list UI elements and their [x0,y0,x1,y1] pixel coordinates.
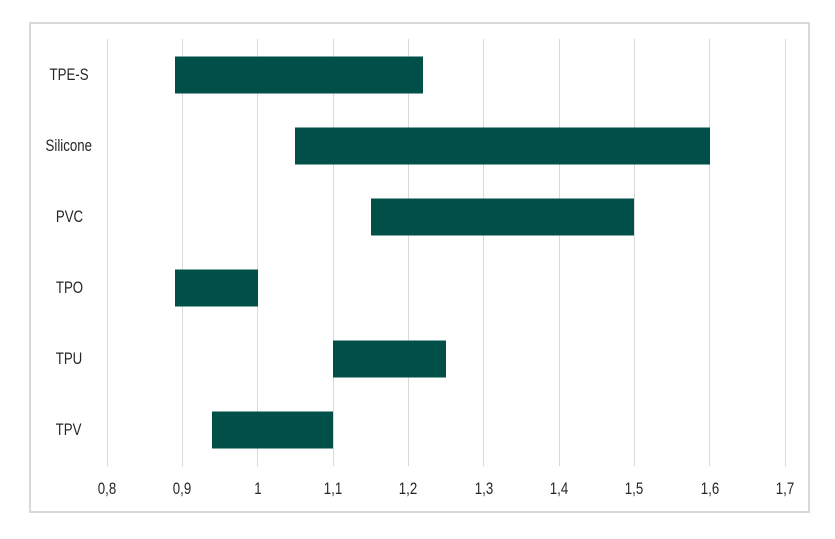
bar-pvc [370,198,635,236]
gridline-x-1-3 [483,39,485,466]
plot-area [106,39,786,466]
bar-tpe-s [174,56,424,94]
category-axis: TPE-S Silicone PVC TPO TPU TPV [31,39,107,466]
gridline-x-0-9 [181,39,183,466]
x-tick-label-1-3: 1,3 [474,479,493,498]
category-row-tpu: TPU [31,324,107,395]
category-label-tpu: TPU [55,349,83,369]
x-tick-label-0-8: 0,8 [97,479,117,498]
bar-silicone [295,127,710,165]
category-label-pvc: PVC [55,206,83,226]
bar-tpu [333,340,446,378]
x-tick-label-1-4: 1,4 [549,479,569,498]
category-label-tpe-s: TPE-S [49,64,89,84]
gridline-x-1-2 [407,39,409,466]
x-tick-label-1-7: 1,7 [775,479,795,498]
value-axis: 0,8 0,9 1 1,1 1,2 1,3 1,4 1,5 1,6 1,7 [98,477,794,501]
category-label-tpv: TPV [56,420,82,440]
category-row-silicone: Silicone [31,110,107,181]
x-tick-label-0-9: 0,9 [173,479,192,498]
gridline-x-1-7 [784,39,786,466]
gridline-x-1-4 [558,39,560,466]
category-row-tpo: TPO [31,253,107,324]
category-row-tpe-s: TPE-S [31,39,107,110]
chart-frame: TPE-S Silicone PVC TPO TPU TPV 0,8 0,9 1 1,1 1,2 1… [29,22,810,513]
x-tick-label-1-5: 1,5 [625,479,644,498]
x-tick-label-1-6: 1,6 [700,479,719,498]
x-tick-label-1-2: 1,2 [399,479,418,498]
category-row-tpv: TPV [31,395,107,466]
gridline-x-1-5 [633,39,635,466]
gridline-x-1-1 [332,39,334,466]
category-row-pvc: PVC [31,181,107,252]
x-tick-label-1-1: 1,1 [323,479,343,498]
bar-tpo [174,269,258,307]
category-label-silicone: Silicone [45,135,93,155]
gridline-x-1-6 [709,39,711,466]
gridline-x-1 [257,39,259,466]
gridline-x-0-8 [106,39,108,466]
bar-tpv [212,411,333,449]
category-label-tpo: TPO [55,278,83,298]
x-tick-label-1: 1 [253,479,262,498]
